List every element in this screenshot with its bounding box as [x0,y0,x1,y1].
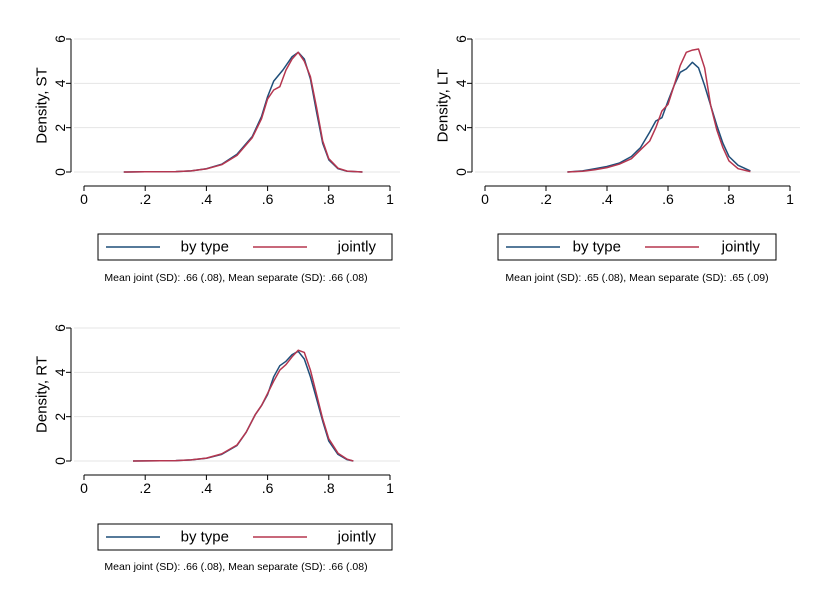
x-tick-label: .8 [723,191,735,207]
x-tick-label: 0 [481,191,489,207]
series-line-jointly [132,349,354,462]
summary-note: Mean joint (SD): .65 (.08), Mean separat… [505,272,768,284]
y-tick-label: 6 [453,35,469,43]
legend-label-jointly: jointly [337,529,377,546]
summary-note: Mean joint (SD): .66 (.08), Mean separat… [104,561,367,573]
y-tick-label: 6 [52,35,68,43]
panel-lt: 0 2 4 6 Density, LT 0 .2 .4 .6 .8 1 by type jointly M… [435,35,800,284]
x-tick-label: .6 [262,480,274,496]
x-tick-label: 0 [80,480,88,496]
y-tick-label: 2 [52,413,68,421]
x-tick-label: 1 [786,191,794,207]
x-tick-label: .8 [323,480,335,496]
y-tick-label: 6 [52,324,68,332]
y-axis-title: Density, ST [34,67,51,143]
legend-label-jointly: jointly [337,239,377,256]
x-tick-label: .6 [662,191,674,207]
x-tick-label: .4 [601,191,613,207]
x-tick-label: .2 [540,191,552,207]
y-tick-label: 2 [52,124,68,132]
y-tick-label: 0 [52,168,68,176]
series-line-jointly [567,48,751,173]
x-tick-label: .4 [201,191,213,207]
panel-rt: 0 2 4 6 Density, RT 0 .2 .4 .6 .8 1 by type jointly M… [34,324,400,573]
y-tick-label: 4 [52,79,68,87]
y-tick-label: 4 [52,368,68,376]
panel-st: 0 2 4 6 Density, ST 0 .2 .4 .6 .8 1 by type jointly M… [34,35,400,284]
y-tick-label: 4 [453,79,469,87]
x-tick-label: 0 [80,191,88,207]
series-line-jointly [123,51,363,173]
y-tick-label: 0 [453,168,469,176]
x-tick-label: .4 [201,480,213,496]
legend-label-by-type: by type [181,529,229,546]
summary-note: Mean joint (SD): .66 (.08), Mean separat… [104,272,367,284]
x-tick-label: .2 [139,480,151,496]
x-tick-label: .6 [262,191,274,207]
legend-label-jointly: jointly [721,239,761,256]
y-axis-title: Density, LT [435,69,452,143]
x-tick-label: 1 [386,191,394,207]
x-tick-label: .2 [139,191,151,207]
x-tick-label: .8 [323,191,335,207]
legend-label-by-type: by type [573,239,621,256]
legend-label-by-type: by type [181,239,229,256]
y-tick-label: 0 [52,457,68,465]
y-tick-label: 2 [453,124,469,132]
x-tick-label: 1 [386,480,394,496]
y-axis-title: Density, RT [34,356,51,433]
